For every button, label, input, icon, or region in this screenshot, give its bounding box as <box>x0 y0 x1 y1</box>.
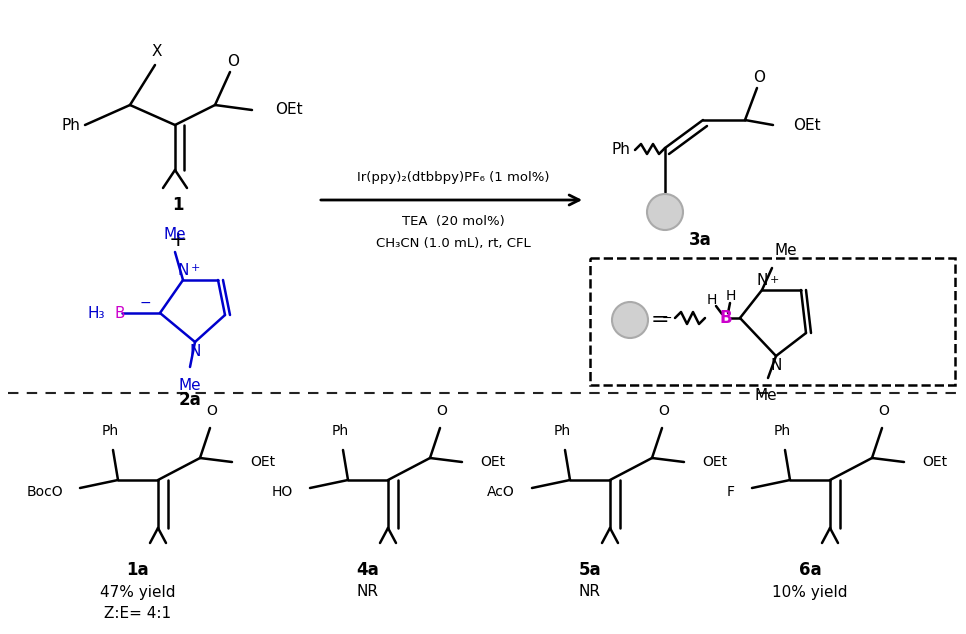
Text: NR: NR <box>579 585 601 600</box>
Text: O: O <box>437 404 447 418</box>
Text: =: = <box>651 310 669 330</box>
Text: B: B <box>115 306 126 321</box>
Text: B: B <box>720 309 732 327</box>
Text: N: N <box>189 344 201 359</box>
Text: AcO: AcO <box>487 485 515 499</box>
Text: H₃: H₃ <box>88 306 105 321</box>
Text: 6a: 6a <box>799 561 821 579</box>
Text: H: H <box>725 289 736 303</box>
Text: 1: 1 <box>172 196 184 214</box>
Text: O: O <box>227 55 239 70</box>
Circle shape <box>647 194 683 230</box>
Text: 47% yield: 47% yield <box>100 585 176 600</box>
Text: 10% yield: 10% yield <box>772 585 848 600</box>
Circle shape <box>612 302 648 338</box>
Text: Ir(ppy)₂(dtbbpy)PF₆ (1 mol%): Ir(ppy)₂(dtbbpy)PF₆ (1 mol%) <box>356 172 550 184</box>
Text: OEt: OEt <box>702 455 727 469</box>
Text: Me: Me <box>163 227 186 242</box>
Text: Ph: Ph <box>331 424 349 438</box>
Text: 5a: 5a <box>579 561 601 579</box>
Text: Ph: Ph <box>774 424 790 438</box>
Text: Ph: Ph <box>611 143 630 157</box>
Text: −: − <box>139 296 151 310</box>
Text: Me: Me <box>774 243 797 258</box>
Text: +: + <box>190 263 200 273</box>
Text: BocO: BocO <box>26 485 63 499</box>
Text: B: B <box>658 202 672 221</box>
Text: 2a: 2a <box>179 391 201 409</box>
Text: Ph: Ph <box>554 424 571 438</box>
Text: Me: Me <box>754 388 778 403</box>
Text: N: N <box>770 358 781 373</box>
Text: +: + <box>769 275 779 285</box>
Text: HO: HO <box>271 485 293 499</box>
Text: 1a: 1a <box>127 561 150 579</box>
Text: O: O <box>659 404 669 418</box>
Text: NR: NR <box>357 585 379 600</box>
Text: OEt: OEt <box>922 455 947 469</box>
Text: 4a: 4a <box>356 561 380 579</box>
Text: X: X <box>152 44 162 60</box>
Text: Ph: Ph <box>101 424 119 438</box>
Text: OEt: OEt <box>275 103 302 117</box>
Text: Ph: Ph <box>61 117 80 133</box>
Text: OEt: OEt <box>250 455 275 469</box>
Text: OEt: OEt <box>480 455 505 469</box>
Text: −: − <box>662 311 672 325</box>
Text: O: O <box>207 404 217 418</box>
Text: O: O <box>878 404 890 418</box>
Text: OEt: OEt <box>793 117 821 133</box>
Text: CH₃CN (1.0 mL), rt, CFL: CH₃CN (1.0 mL), rt, CFL <box>376 236 530 250</box>
Text: N: N <box>178 263 188 278</box>
Text: Me: Me <box>179 378 201 393</box>
Text: 3a: 3a <box>689 231 711 249</box>
Text: B: B <box>623 311 638 330</box>
Text: H: H <box>707 293 717 307</box>
Text: O: O <box>753 70 765 86</box>
Text: N: N <box>756 273 768 288</box>
Text: +: + <box>169 230 187 250</box>
Text: TEA  (20 mol%): TEA (20 mol%) <box>402 216 504 228</box>
Text: F: F <box>727 485 735 499</box>
Text: Z:E= 4:1: Z:E= 4:1 <box>104 605 172 621</box>
